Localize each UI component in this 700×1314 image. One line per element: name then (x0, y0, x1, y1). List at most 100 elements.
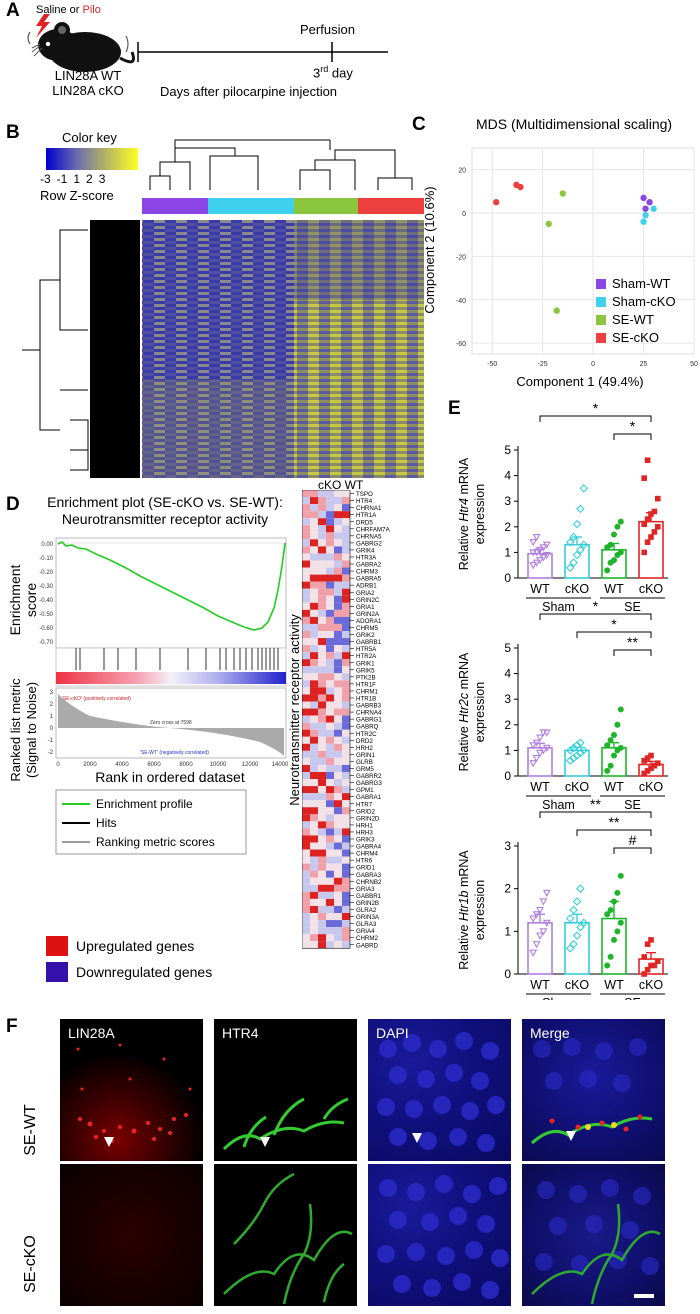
heatmap-cell (310, 652, 318, 660)
heatmap-cell (318, 652, 326, 660)
data-point (617, 706, 624, 713)
data-point (604, 767, 611, 774)
heatmap-cell (302, 623, 310, 631)
heatmap-cell (342, 560, 350, 568)
mouse-icon (27, 22, 135, 72)
heatmap-cell (302, 694, 310, 702)
heatmap-cell (326, 666, 334, 674)
heatmap-cell (326, 659, 334, 667)
gene-label: HTR7 (356, 801, 373, 808)
data-point (539, 898, 548, 906)
data-point (607, 737, 614, 744)
heatmap-cell (302, 680, 310, 688)
heatmap-cell (334, 645, 342, 653)
color-key-title: Color key (62, 130, 117, 145)
heatmap-cell (334, 623, 342, 631)
arrowhead-icon (412, 1133, 422, 1143)
heatmap-cell (310, 553, 318, 561)
heatmap-cell (318, 927, 326, 935)
data-point (641, 770, 647, 777)
heatmap-cell (310, 821, 318, 829)
rank-tick: -1 (48, 738, 54, 744)
heatmap-cell (310, 595, 318, 603)
heatmap-cell (310, 631, 318, 639)
heatmap-cell (302, 828, 310, 836)
heatmap-cell (318, 863, 326, 871)
data-point (644, 516, 651, 522)
data-point (542, 729, 551, 737)
gene-label: GRIA1 (356, 604, 375, 611)
downregulated-label: Downregulated genes (76, 964, 213, 980)
data-point (579, 746, 589, 755)
heatmap-cell (334, 884, 342, 892)
data-point (604, 742, 611, 749)
panel-label-d: D (6, 494, 20, 515)
data-point (532, 911, 541, 919)
heatmap-cell (310, 616, 318, 624)
data-point (572, 741, 582, 750)
heatmap-cell (318, 560, 326, 568)
bar (527, 921, 553, 975)
heatmap-cell (342, 743, 350, 751)
heatmap-cell (342, 680, 350, 688)
group-label-sham: Sham (542, 600, 575, 614)
bar-ylabel-line2: expression (473, 682, 487, 742)
heatmap-cell (310, 793, 318, 801)
gene-label: GRIN2D (356, 815, 380, 822)
heatmap-header: cKO WT (318, 478, 364, 492)
heatmap-cell (334, 659, 342, 667)
heatmap-cell (310, 891, 318, 899)
bar-ylabel-line2: expression (473, 484, 487, 544)
heatmap-cell (326, 757, 334, 765)
data-point (644, 539, 651, 545)
heatmap-cell (302, 708, 310, 716)
x-category-label: WT (530, 978, 550, 992)
mds-point (553, 307, 560, 314)
gene-label: HRH1 (356, 822, 373, 829)
gene-label: GABRA4 (356, 844, 382, 851)
data-point (641, 475, 647, 481)
data-point (532, 739, 541, 747)
heatmap-cell (318, 694, 326, 702)
heatmap-cell (342, 602, 350, 610)
heatmap-cell (310, 497, 318, 505)
group-label-sham: Sham (542, 798, 575, 812)
heatmap-cell (342, 504, 350, 512)
heatmap-cell (334, 609, 342, 617)
heatmap-cell (342, 842, 350, 850)
mds-point (640, 218, 647, 225)
pos-corr-label: 'SE-cKO' (positively correlated) (62, 696, 131, 702)
bar-ylabel: Relative Htr2c mRNA (457, 652, 471, 771)
heatmap-cell (342, 807, 350, 815)
heatmap-cell (326, 828, 334, 836)
heatmap-cell (334, 595, 342, 603)
heatmap-cell (302, 553, 310, 561)
gene-label: GRIA4 (356, 928, 375, 935)
heatmap-cell (326, 553, 334, 561)
heatmap-cell (342, 532, 350, 540)
heatmap-cell (310, 870, 318, 878)
heatmap-cell (334, 722, 342, 730)
gene-label: GABRB3 (356, 703, 382, 710)
heatmap-cell (334, 793, 342, 801)
data-point (617, 518, 624, 525)
data-point (536, 546, 544, 554)
data-point (617, 872, 624, 879)
data-point (532, 533, 541, 542)
mds-point (646, 199, 653, 206)
heatmap-cell (318, 884, 326, 892)
data-point (565, 746, 575, 755)
mds-point (545, 220, 552, 228)
data-point (529, 742, 538, 750)
heatmap-cell (302, 715, 310, 723)
gene-heatmap: TSPOHTR4CHRNA1HTR1ADRD5CHRFAM7ACHRNA5GAB… (302, 490, 391, 949)
heatmap-cell (302, 666, 310, 674)
heatmap-cell (310, 638, 318, 646)
data-point (655, 958, 661, 964)
heatmap-cell (342, 673, 350, 681)
heatmap-cell (310, 680, 318, 688)
x-tick: 14000 (272, 762, 289, 768)
heatmap-cell (334, 779, 342, 787)
data-point (576, 884, 585, 893)
